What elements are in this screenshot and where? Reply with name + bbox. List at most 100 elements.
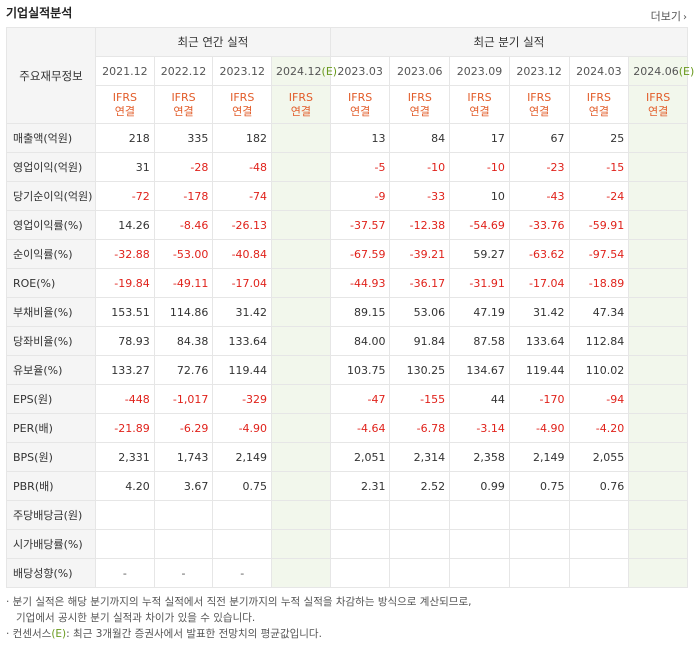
period-quarter-1: 2023.06 xyxy=(389,56,451,86)
quarter-cell: 25 xyxy=(568,123,630,153)
quarter-cell: 119.44 xyxy=(508,355,570,385)
annual-cell: 182 xyxy=(212,123,273,153)
row-label: 당기순이익(억원) xyxy=(5,181,97,211)
quarter-cell: 133.64 xyxy=(508,326,570,356)
quarter-cell: -5 xyxy=(329,152,391,182)
quarter-cell xyxy=(508,500,570,530)
annual-cell xyxy=(271,152,331,182)
annual-cell: 78.93 xyxy=(95,326,155,356)
annual-cell: -72 xyxy=(95,181,155,211)
quarter-cell: -10 xyxy=(449,152,510,182)
quarter-cell: -63.62 xyxy=(508,239,570,269)
table-row: PER(배) -21.89 -6.29 -4.90 -4.64 -6.78 -3.14 -4.… xyxy=(5,413,688,443)
consolidated-label: 연결 xyxy=(173,104,194,118)
quarter-cell: 130.25 xyxy=(389,355,451,385)
quarter-cell xyxy=(329,558,391,588)
row-label: ROE(%) xyxy=(5,268,97,298)
ifrs-basis-9: IFRS 연결 xyxy=(628,85,688,124)
chevron-right-icon: › xyxy=(683,12,687,23)
quarter-cell xyxy=(628,442,688,472)
quarter-cell xyxy=(628,471,688,501)
consolidated-label: 연결 xyxy=(588,104,609,118)
annual-cell: - xyxy=(95,558,155,588)
annual-cell xyxy=(271,529,331,559)
quarter-cell: 2.31 xyxy=(329,471,391,501)
quarter-cell: -9 xyxy=(329,181,391,211)
quarter-cell xyxy=(628,500,688,530)
footnote-2-suffix: : 최근 3개월간 증권사에서 발표한 전망치의 평균값입니다. xyxy=(66,628,322,640)
quarter-cell xyxy=(628,239,688,269)
row-label: 당좌비율(%) xyxy=(5,326,97,356)
annual-cell: 14.26 xyxy=(95,210,155,240)
quarter-cell: -44.93 xyxy=(329,268,391,298)
consolidated-label: 연결 xyxy=(114,104,135,118)
period-label: 2023.12 xyxy=(219,64,265,78)
period-label: 2024.12 xyxy=(276,64,322,78)
quarter-cell xyxy=(389,500,451,530)
quarter-cell: 47.19 xyxy=(449,297,510,327)
quarter-cell xyxy=(449,529,510,559)
consolidated-label: 연결 xyxy=(647,104,669,118)
quarter-cell: -36.17 xyxy=(389,268,451,298)
quarter-group-header: 최근 분기 실적 xyxy=(329,27,689,57)
annual-cell xyxy=(153,500,214,530)
quarter-cell: -12.38 xyxy=(389,210,451,240)
quarter-cell: 10 xyxy=(449,181,510,211)
ifrs-header-row: IFRS 연결 IFRS 연결 IFRS 연결 IFRS 연결 IFRS 연결 IFRS 연결 IFRS… xyxy=(7,85,688,124)
quarter-cell: 89.15 xyxy=(329,297,391,327)
quarter-cell: 2,051 xyxy=(329,442,391,472)
annual-cell: 72.76 xyxy=(153,355,214,385)
quarter-cell: -23 xyxy=(508,152,570,182)
annual-cell xyxy=(95,529,155,559)
row-label: 주당배당금(원) xyxy=(5,500,97,530)
row-label: 부채비율(%) xyxy=(5,297,97,327)
quarter-cell: -4.64 xyxy=(329,413,391,443)
annual-cell: - xyxy=(212,558,273,588)
quarter-cell: 0.99 xyxy=(449,471,510,501)
annual-cell xyxy=(271,297,331,327)
table-row: 배당성향(%) - - - xyxy=(5,558,688,588)
table-row: EPS(원) -448 -1,017 -329 -47 -155 44 -170 -94 xyxy=(5,384,688,414)
footnotes: · 분기 실적은 해당 분기까지의 누적 실적에서 직전 분기까지의 누적 실적… xyxy=(6,594,686,642)
quarter-cell: 110.02 xyxy=(568,355,630,385)
footnote-2-prefix: · 컨센서스 xyxy=(6,628,52,640)
quarter-cell: 44 xyxy=(449,384,510,414)
period-quarter-2: 2023.09 xyxy=(449,56,510,86)
annual-cell: 3.67 xyxy=(153,471,214,501)
quarter-cell: 67 xyxy=(508,123,570,153)
footnote-2: · 컨센서스(E): 최근 3개월간 증권사에서 발표한 전망치의 평균값입니다… xyxy=(6,626,686,642)
quarter-cell: 31.42 xyxy=(508,297,570,327)
estimate-mark: (E) xyxy=(321,64,338,78)
table-row: 매출액(억원) 218 335 182 13 84 17 67 25 xyxy=(5,123,688,153)
period-label: 2023.03 xyxy=(337,64,383,78)
quarter-cell xyxy=(449,500,510,530)
annual-cell xyxy=(271,471,331,501)
period-label: 2021.12 xyxy=(102,64,148,78)
quarter-cell: 91.84 xyxy=(389,326,451,356)
annual-cell xyxy=(271,355,331,385)
annual-cell xyxy=(271,268,331,298)
quarter-cell: 0.76 xyxy=(568,471,630,501)
ifrs-label: IFRS xyxy=(467,90,492,104)
row-label: 유보율(%) xyxy=(5,355,97,385)
quarter-cell: 59.27 xyxy=(449,239,510,269)
annual-group-header: 최근 연간 실적 xyxy=(95,27,331,57)
quarter-cell: 2,149 xyxy=(508,442,570,472)
quarter-cell xyxy=(508,529,570,559)
annual-cell xyxy=(95,500,155,530)
table-row: ROE(%) -19.84 -49.11 -17.04 -44.93 -36.17 -31.… xyxy=(5,268,688,298)
period-quarter-4: 2024.03 xyxy=(568,56,630,86)
annual-cell: -28 xyxy=(153,152,214,182)
quarter-cell: 0.75 xyxy=(508,471,570,501)
more-link[interactable]: 더보기 › xyxy=(651,8,687,24)
footnote-1-cont: 기업에서 공시한 분기 실적과 차이가 있을 수 있습니다. xyxy=(16,612,256,624)
quarter-cell: -31.91 xyxy=(449,268,510,298)
annual-cell xyxy=(271,239,331,269)
quarter-cell xyxy=(568,529,630,559)
quarter-cell: -67.59 xyxy=(329,239,391,269)
estimate-mark: (E) xyxy=(678,64,695,78)
annual-cell: -32.88 xyxy=(95,239,155,269)
ifrs-label: IFRS xyxy=(407,90,432,104)
quarter-cell: 13 xyxy=(329,123,391,153)
annual-cell xyxy=(271,442,331,472)
